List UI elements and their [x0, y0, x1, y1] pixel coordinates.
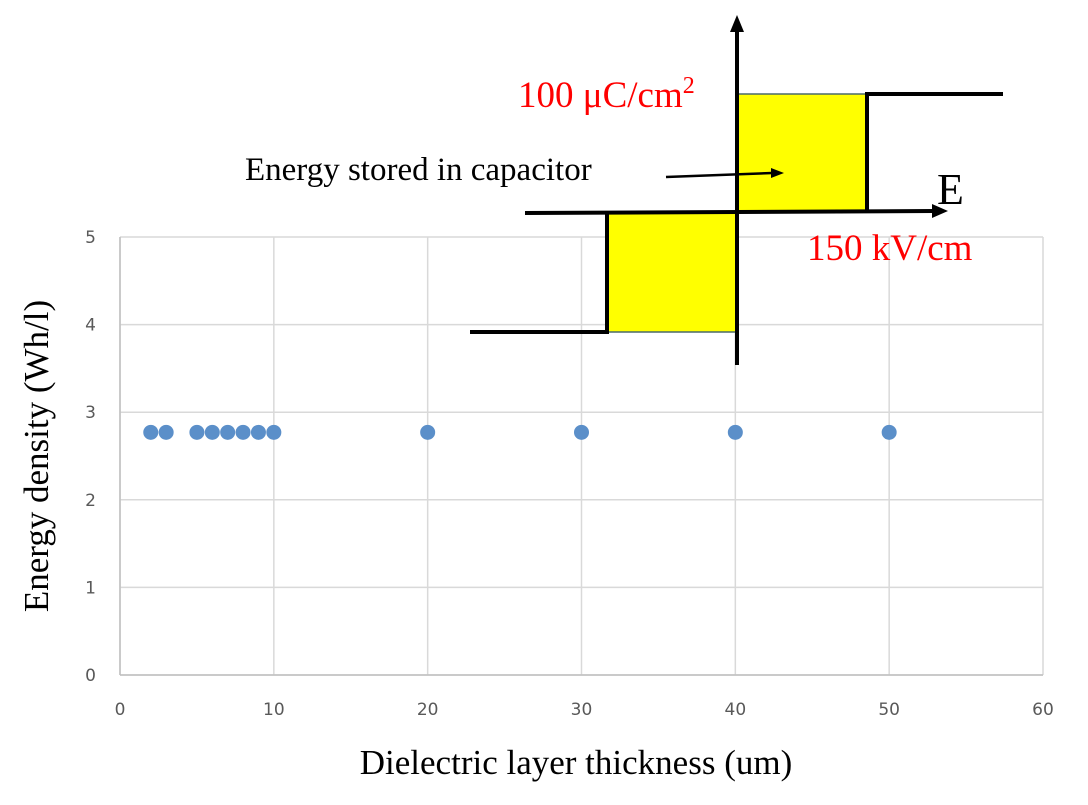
data-point: [204, 424, 220, 440]
data-point: [143, 424, 159, 440]
field-label: 150 kV/cm: [807, 228, 973, 269]
polarization-superscript: 2: [683, 73, 695, 99]
x-tick-label: 40: [725, 700, 747, 720]
data-points: [143, 424, 897, 440]
y-tick-label: 0: [85, 666, 96, 686]
y-tick-label: 2: [85, 491, 96, 511]
data-point: [727, 424, 743, 440]
hysteresis-inset: Energy stored in capacitor 100 μC/cm2 15…: [245, 15, 1003, 365]
x-tick-label: 50: [878, 700, 900, 720]
y-axis-title: Energy density (Wh/l): [17, 300, 56, 612]
data-point: [158, 424, 174, 440]
data-point: [881, 424, 897, 440]
x-tick-label: 0: [115, 700, 126, 720]
y-tick-label: 3: [85, 403, 96, 423]
y-tick-labels: 0 1 2 3 4 5: [85, 228, 96, 686]
energy-stored-caption: Energy stored in capacitor: [245, 152, 592, 188]
data-point: [250, 424, 266, 440]
e-axis-label: E: [937, 165, 964, 214]
loop-upper-branch: [865, 92, 1003, 212]
lower-energy-area: [607, 213, 737, 332]
x-axis-title: Dielectric layer thickness (um): [360, 743, 792, 782]
y-tick-label: 1: [85, 578, 96, 598]
y-tick-label: 4: [85, 316, 96, 336]
grid: [119, 236, 1044, 676]
x-tick-label: 20: [417, 700, 439, 720]
data-point: [235, 424, 251, 440]
p-axis-arrowhead-icon: [730, 15, 744, 32]
polarization-label: 100 μC/cm2: [518, 73, 695, 116]
polarization-label-text: 100 μC/cm: [518, 75, 683, 116]
data-point: [189, 424, 205, 440]
data-point: [220, 424, 236, 440]
y-tick-label: 5: [85, 228, 96, 248]
x-tick-label: 60: [1032, 700, 1054, 720]
loop-lower-branch: [470, 213, 609, 334]
pointer-arrow-line: [665, 171, 773, 179]
pointer-arrowhead-icon: [771, 168, 784, 178]
e-axis-line: [524, 209, 936, 215]
e-axis-arrowhead-icon: [932, 204, 948, 218]
data-point: [574, 424, 589, 440]
x-tick-labels: 0 10 20 30 40 50 60: [115, 700, 1054, 720]
data-point: [420, 424, 436, 440]
x-tick-label: 30: [571, 700, 593, 720]
upper-energy-area: [737, 94, 867, 212]
x-tick-label: 10: [263, 700, 285, 720]
data-point: [266, 424, 282, 440]
